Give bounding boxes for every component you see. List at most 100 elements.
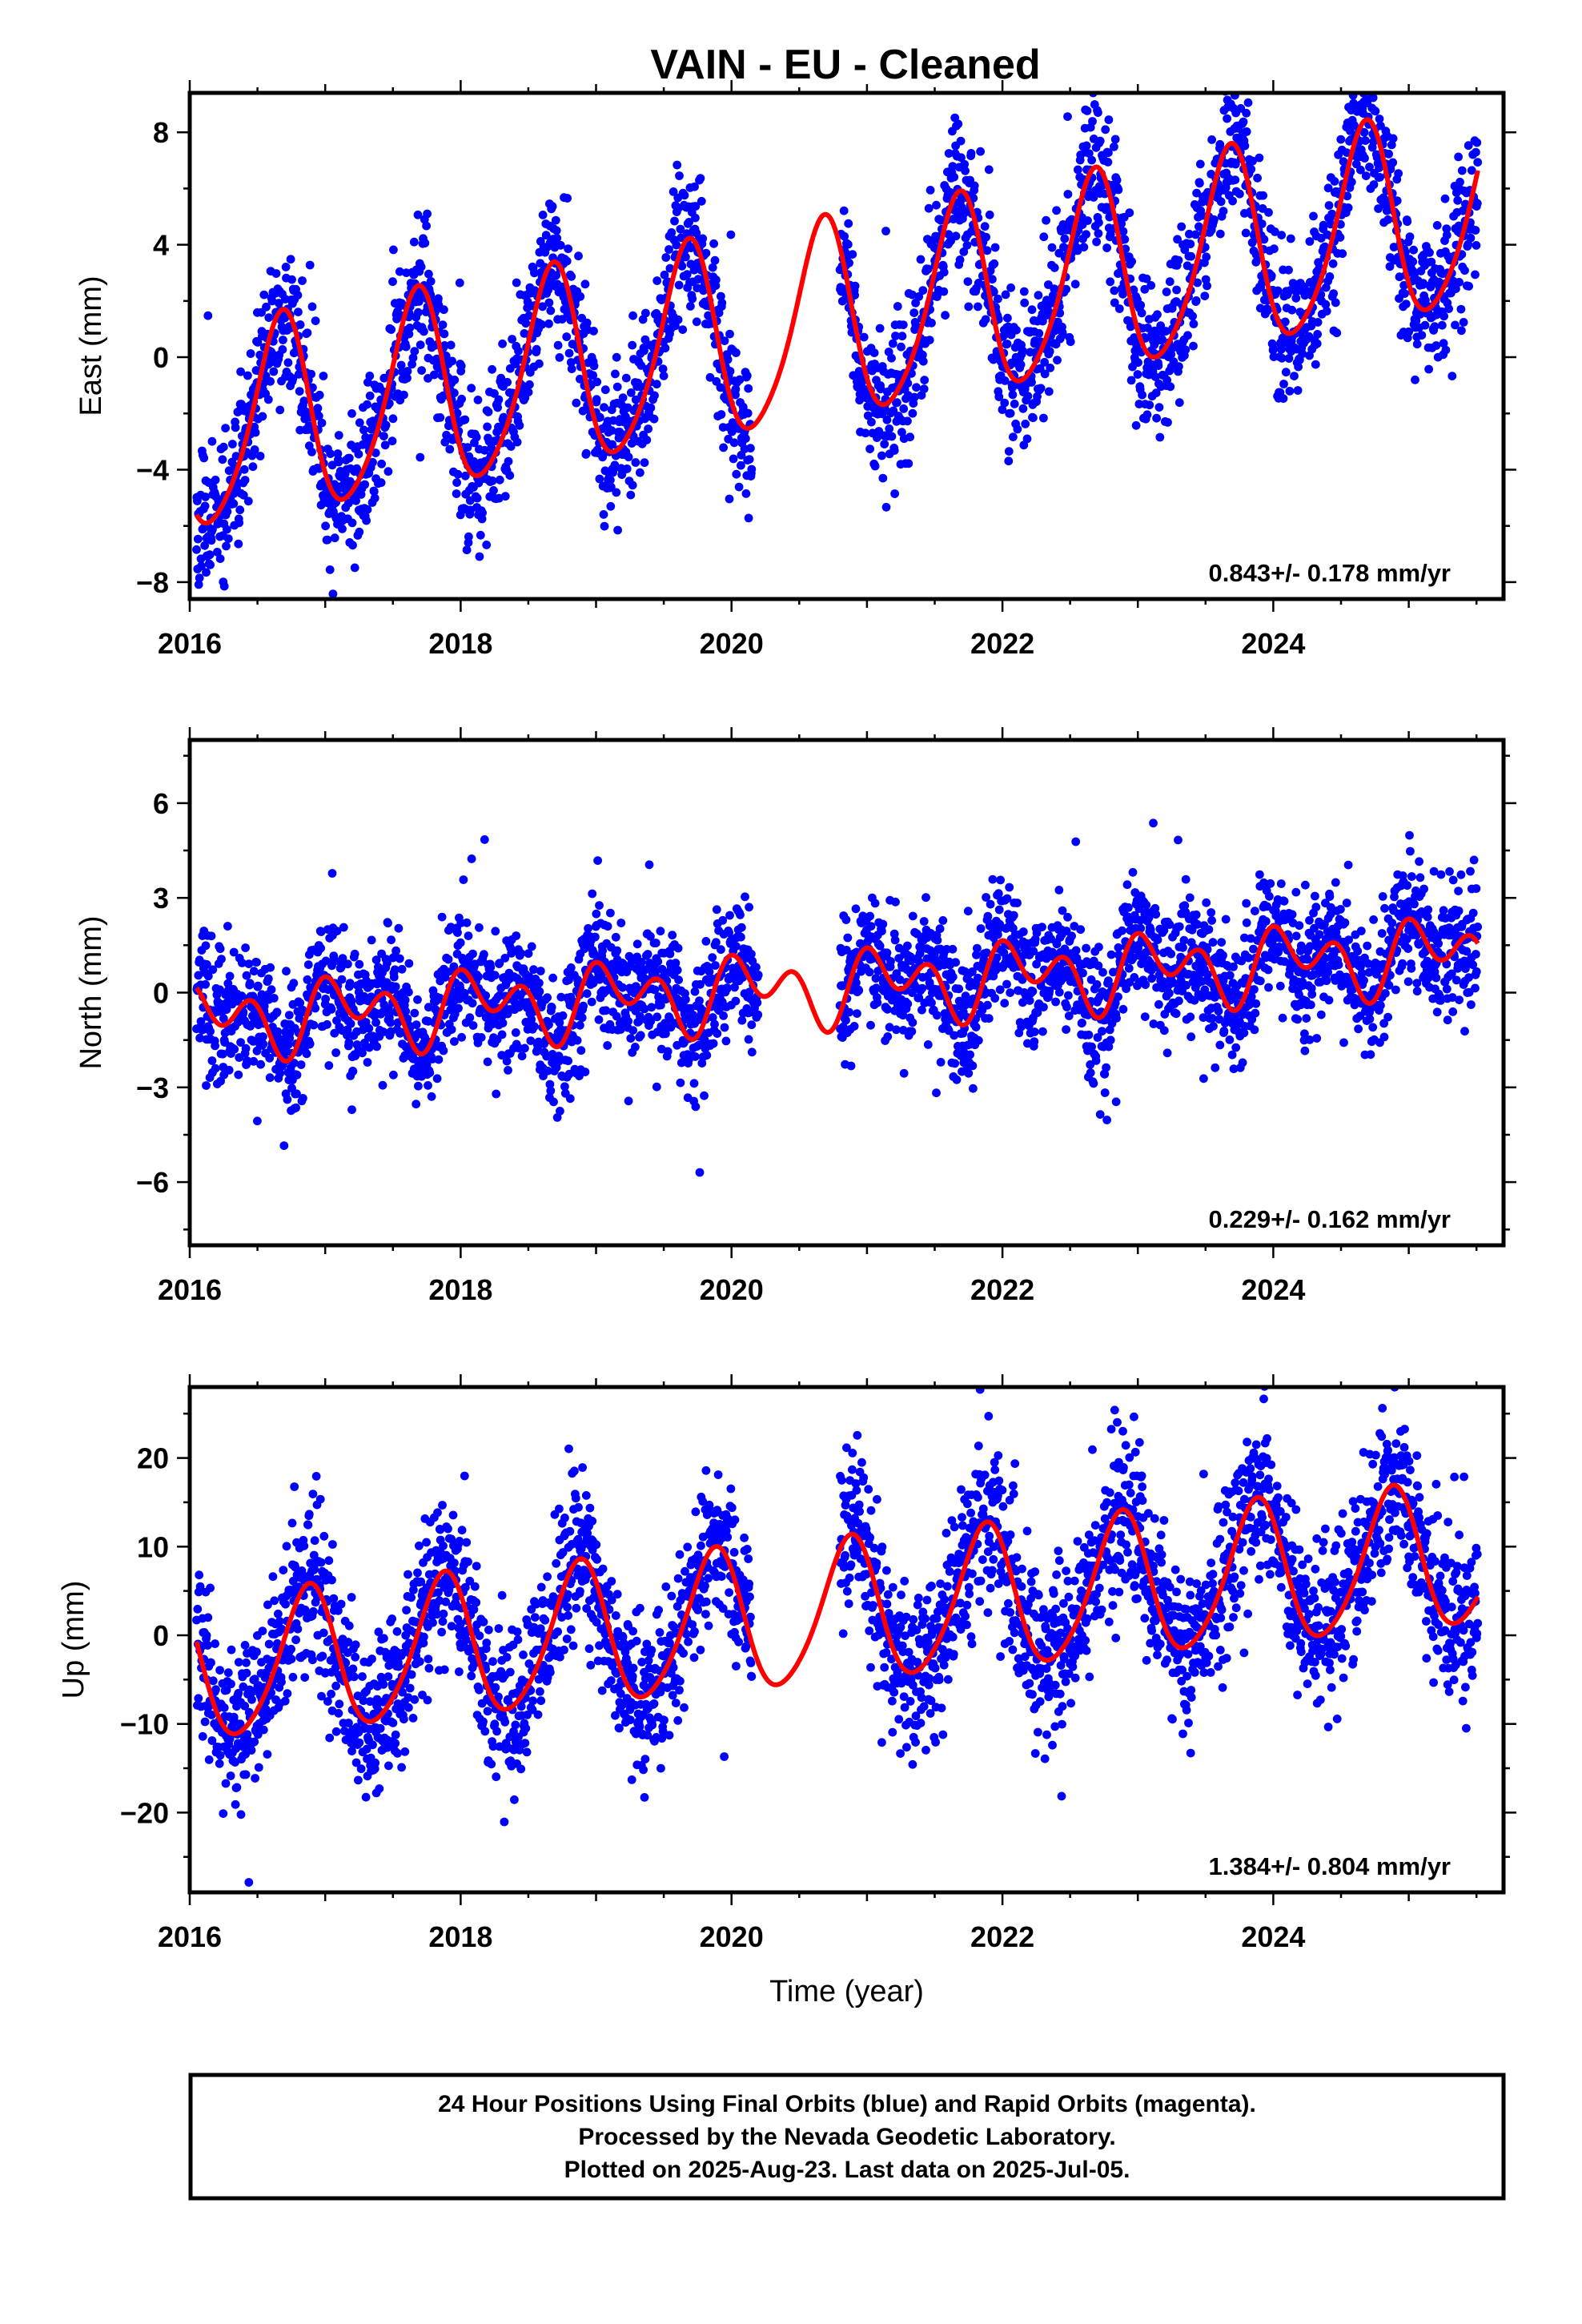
data-point [195,573,204,583]
data-point [1136,300,1146,310]
data-point [1195,159,1205,169]
data-point [556,992,566,1002]
data-point [1313,318,1323,327]
data-point [612,382,622,392]
data-point [425,1068,435,1077]
data-point [1247,164,1256,174]
data-point [1231,159,1240,169]
data-point [878,473,888,483]
data-point [476,530,485,540]
data-point [1453,195,1463,205]
data-point [1103,158,1113,167]
data-point [207,1056,217,1065]
data-point [219,581,229,591]
data-point [622,464,632,473]
data-point [1259,191,1267,200]
data-point [1036,384,1046,393]
data-point [866,922,876,931]
data-point [909,308,919,317]
data-point [646,931,655,941]
data-point [839,206,849,215]
data-point [1311,360,1320,369]
data-point [898,1011,908,1020]
data-point [265,1073,275,1083]
data-point [215,944,225,954]
data-point [691,213,700,223]
data-point [632,984,641,994]
data-point [495,475,504,485]
data-point [1328,259,1338,268]
data-point [626,1034,636,1043]
data-point [400,995,410,1005]
data-point [676,1078,685,1088]
data-point [354,449,363,459]
data-point [506,442,516,451]
data-point [1392,196,1402,205]
data-point [1404,327,1413,336]
data-point [438,320,448,329]
data-point [1045,987,1054,995]
data-point [303,328,312,337]
data-point [463,443,472,452]
data-point [350,949,359,959]
data-point [745,903,753,912]
data-point [410,347,420,356]
data-point [456,938,465,947]
data-point [416,262,426,271]
data-point [927,998,936,1007]
data-point [1018,927,1028,936]
data-point [631,1043,640,1051]
data-point [549,1097,558,1107]
data-point [292,1070,302,1080]
data-point [670,216,679,226]
data-point [586,608,595,617]
data-point [1029,413,1038,423]
data-point [916,255,926,264]
data-point [1257,219,1267,228]
data-point [298,276,307,285]
data-point [564,244,572,254]
data-point [877,451,886,460]
data-point [1017,1022,1026,1031]
data-point [556,1107,564,1116]
data-point [982,232,990,242]
data-point [886,957,895,966]
data-point [1138,390,1146,400]
data-point [849,1022,859,1031]
data-point [241,1043,251,1053]
data-point [462,545,472,555]
data-point [387,436,397,446]
data-point [365,391,375,400]
data-point [405,324,415,332]
data-point [1083,216,1092,225]
data-point [230,1044,239,1054]
data-point [454,1003,463,1013]
data-point [889,406,898,416]
data-point [516,949,526,958]
data-point [321,521,330,531]
data-point [222,1005,231,1014]
data-point [249,967,259,976]
data-point [725,329,734,339]
data-point [1033,1008,1042,1017]
data-point [1158,335,1166,344]
data-point [719,1011,728,1020]
data-point [289,979,299,988]
data-point [243,371,252,380]
data-point [950,172,959,182]
data-point [908,408,917,418]
data-point [904,459,913,468]
data-point [677,261,687,271]
data-point [1335,233,1345,242]
data-point [409,237,419,247]
data-point [596,971,606,980]
data-point [889,446,899,455]
data-point [1223,114,1231,123]
data-point [223,979,233,988]
data-point [477,514,487,524]
data-point [705,967,714,976]
data-point [475,552,484,561]
data-point [403,367,412,376]
data-point [873,998,882,1007]
data-point [876,384,885,394]
